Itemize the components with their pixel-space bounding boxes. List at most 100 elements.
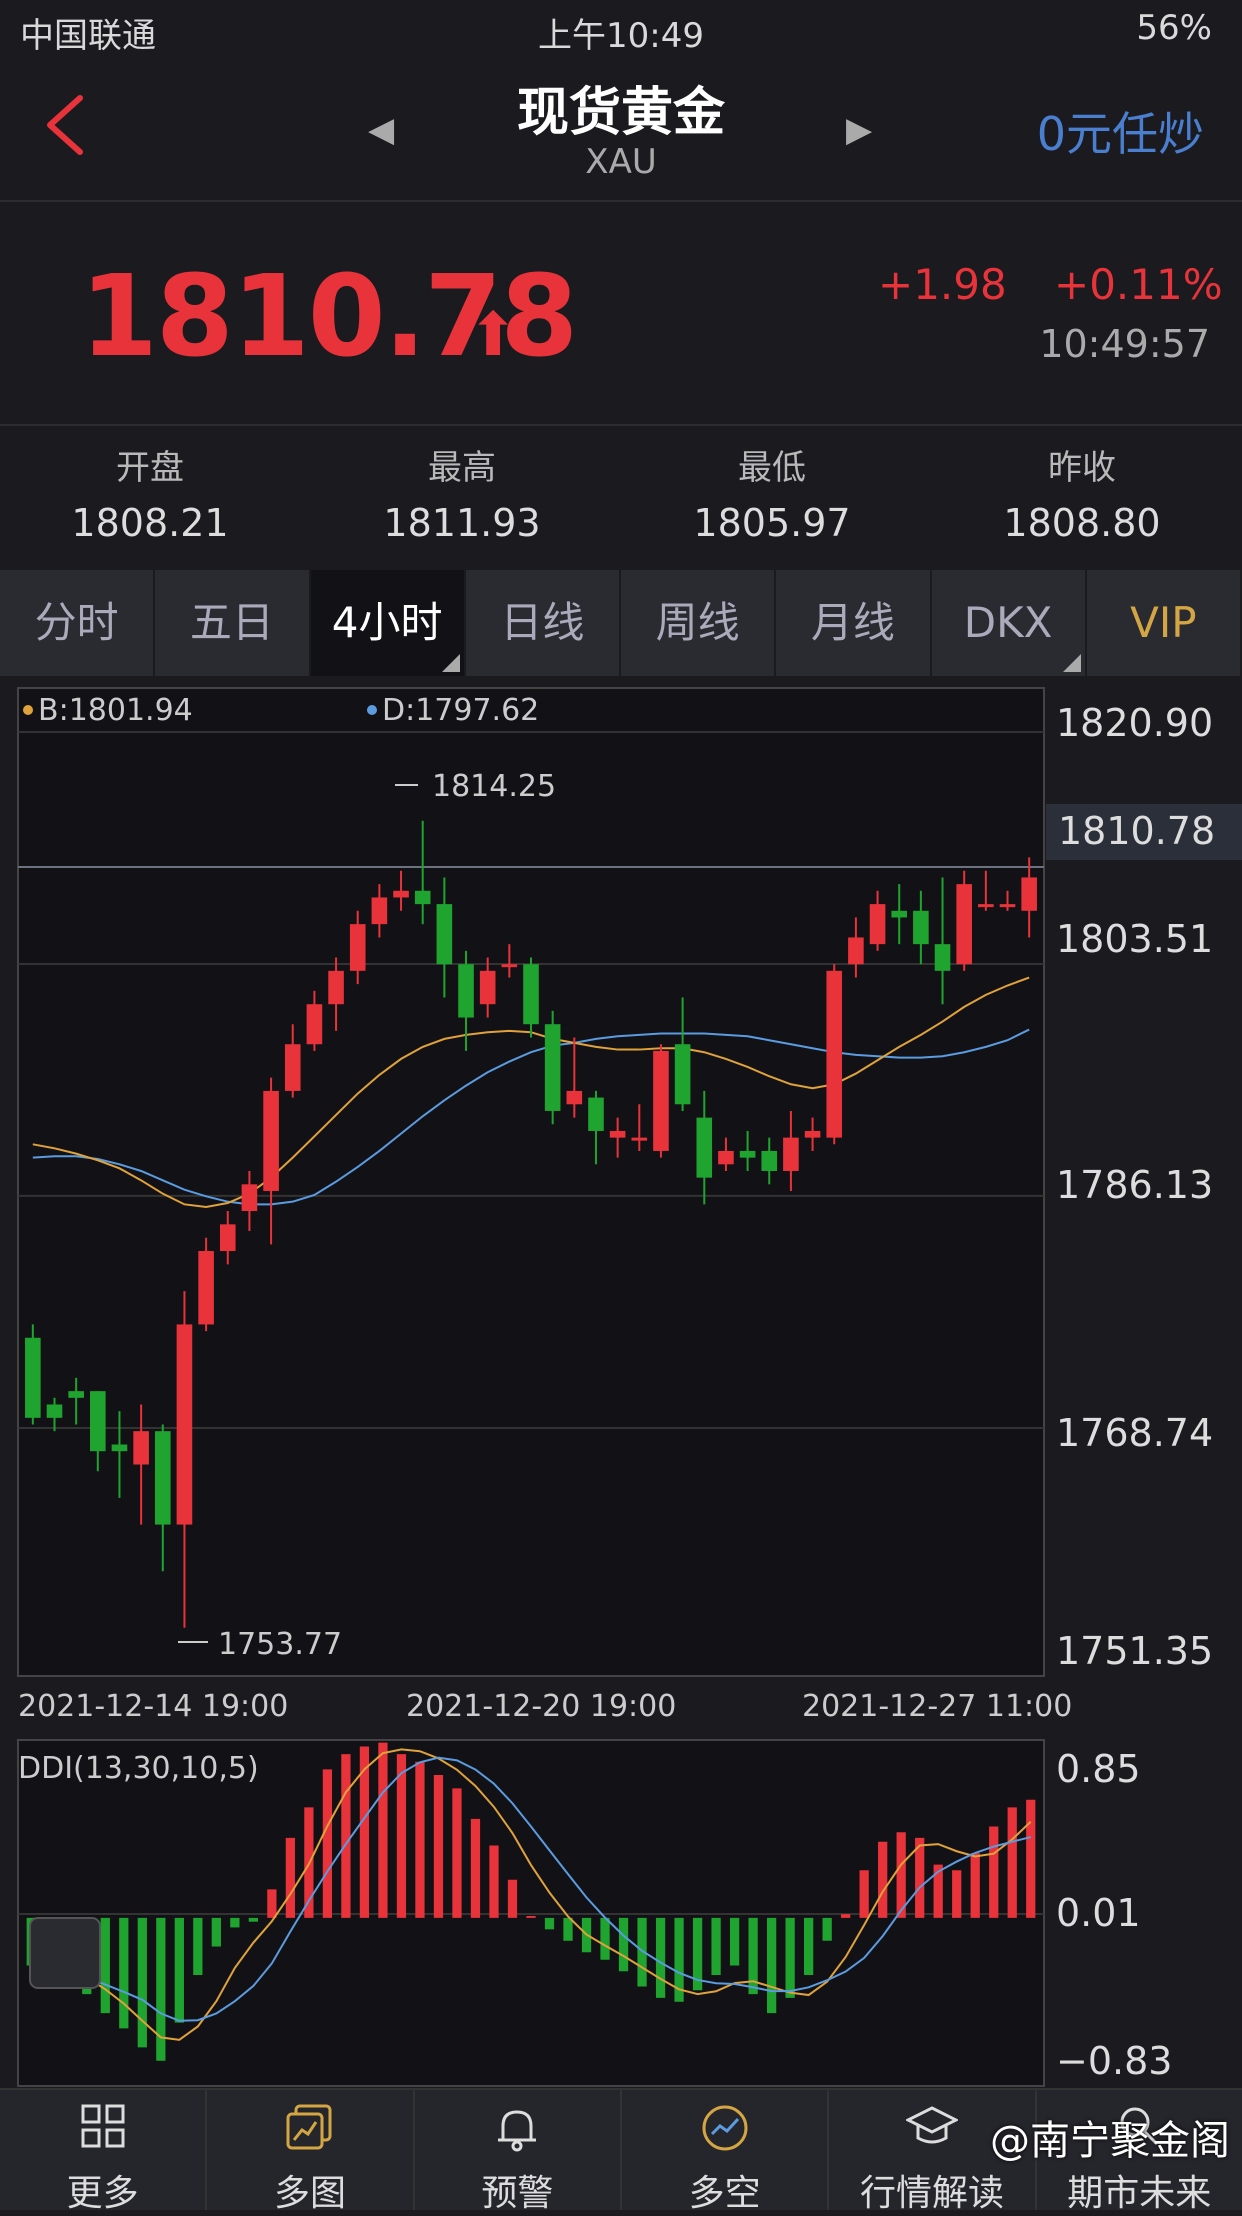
stat-high: 最高 1811.93	[312, 440, 612, 545]
dropdown-corner-icon	[441, 654, 460, 672]
candles	[25, 820, 1037, 1628]
candle-body	[718, 1150, 734, 1165]
candle-body	[46, 1404, 63, 1418]
candle-body	[956, 884, 972, 965]
y-tick: 1820.90	[1056, 701, 1213, 745]
candle-body	[544, 1024, 561, 1111]
stat-label: 昨收	[1048, 448, 1116, 488]
y-tick: 1803.51	[1056, 917, 1213, 961]
stat-value: 1805.97	[693, 501, 851, 545]
candle-body	[869, 904, 886, 945]
y-tick: 1768.74	[1056, 1411, 1213, 1455]
prev-symbol-icon[interactable]: ◀	[368, 110, 395, 150]
x-tick: 2021-12-20 19:00	[406, 1689, 676, 1720]
min-label: 1753.77	[218, 1627, 342, 1662]
candle-body	[479, 970, 496, 1005]
stat-value: 1811.93	[383, 501, 541, 545]
nav-label: 行情解读	[859, 2173, 1004, 2214]
multi-chart-icon	[207, 2104, 412, 2160]
nav-alert[interactable]: 预警	[415, 2090, 622, 2214]
next-symbol-icon[interactable]: ▶	[846, 110, 873, 150]
tab-weekly[interactable]: 周线	[621, 570, 777, 676]
nav-label: 更多	[66, 2173, 139, 2214]
promo-link[interactable]: 0元任炒	[1036, 107, 1204, 161]
candle-body	[393, 890, 409, 898]
ddi-y-tick: 0.01	[1056, 1891, 1141, 1935]
tab-minute[interactable]: 分时	[0, 570, 156, 676]
candle-body	[284, 1044, 301, 1091]
nav-label: 预警	[481, 2173, 554, 2214]
nav-market-analysis[interactable]: 行情解读	[829, 2090, 1037, 2214]
candle-body	[371, 897, 388, 925]
candle-body	[761, 1150, 778, 1171]
ddi-y-tick: −0.83	[1056, 2039, 1172, 2083]
tab-4hour[interactable]: 4小时	[310, 570, 466, 676]
back-icon[interactable]	[40, 90, 100, 160]
nav-header: ◀ 现货黄金 XAU ▶ 0元任炒	[0, 60, 1242, 202]
tab-monthly[interactable]: 月线	[776, 570, 932, 676]
tab-vip[interactable]: VIP	[1087, 570, 1242, 676]
candle-body	[154, 1431, 171, 1525]
page-title: 现货黄金	[516, 83, 725, 143]
ma-d-line	[32, 1028, 1030, 1206]
candle-body	[674, 1044, 691, 1105]
nav-more[interactable]: 更多	[0, 2090, 208, 2214]
graduation-cap-icon	[829, 2104, 1034, 2160]
up-arrow-icon: ⬆	[468, 300, 519, 370]
legend-dot-b	[23, 705, 33, 715]
tab-label: DKX	[963, 598, 1053, 647]
status-bar: 中国联通 上午10:49 56%	[0, 0, 1242, 60]
candle-body	[241, 1184, 258, 1212]
bell-icon	[415, 2104, 620, 2160]
tab-daily[interactable]: 日线	[466, 570, 621, 676]
y-tick: 1751.35	[1056, 1629, 1213, 1673]
search-icon	[1037, 2104, 1242, 2160]
nav-long-short[interactable]: 多空	[622, 2090, 830, 2214]
candle-body	[631, 1137, 648, 1141]
candle-body	[891, 910, 908, 918]
price-change: +1.98	[878, 260, 1007, 309]
dropdown-corner-icon	[1062, 654, 1081, 672]
chart-frame	[17, 687, 1045, 1677]
y-tick: 1786.13	[1056, 1163, 1213, 1207]
legend-d: D:1797.62	[382, 693, 539, 728]
ddi-title: DDI(13,30,10,5)	[18, 1751, 259, 1786]
stat-open: 开盘 1808.21	[0, 440, 300, 545]
candle-body	[133, 1431, 149, 1465]
screenshot-float-icon	[29, 1917, 101, 1989]
candle-body	[978, 904, 994, 908]
quote-time: 10:49:57	[1039, 322, 1210, 366]
carrier-label: 中国联通	[20, 16, 156, 56]
tab-five-day[interactable]: 五日	[155, 570, 311, 676]
x-tick: 2021-12-14 19:00	[18, 1689, 288, 1720]
candle-body	[523, 964, 539, 1025]
stat-value: 1808.21	[71, 501, 229, 545]
ddi-line-slow	[31, 1756, 1031, 2022]
trend-circle-icon	[622, 2104, 827, 2160]
last-price-tag	[1046, 804, 1242, 860]
last-price: 1810.78	[80, 252, 578, 382]
period-tabs: 分时 五日 4小时 日线 周线 月线 DKX VIP	[0, 570, 1242, 676]
ddi-lines	[31, 1748, 1032, 2041]
candlestick-chart[interactable]: B:1801.94 D:1797.62 1814.25 1753.77 1810…	[0, 680, 1242, 1720]
candle-body	[414, 890, 431, 905]
candle-body	[328, 970, 344, 1005]
legend-b: B:1801.94	[38, 693, 193, 728]
candle-body	[609, 1130, 626, 1138]
nav-future-market[interactable]: 期市未来	[1037, 2090, 1242, 2214]
stat-value: 1808.80	[1003, 501, 1161, 545]
battery-level: 56%	[1136, 8, 1212, 48]
candle-body	[25, 1337, 41, 1418]
nav-multi-chart[interactable]: 多图	[207, 2090, 415, 2214]
stat-label: 最高	[428, 448, 496, 488]
ddi-chart[interactable]: DDI(13,30,10,5) 0.85 0.01 −0.83	[0, 1738, 1242, 2088]
candle-body	[111, 1444, 128, 1452]
candle-body	[436, 904, 453, 965]
tab-dkx[interactable]: DKX	[932, 570, 1087, 676]
candle-body	[653, 1050, 669, 1151]
candle-body	[1021, 877, 1037, 911]
candle-body	[263, 1090, 279, 1191]
stat-label: 最低	[738, 448, 806, 488]
candle-body	[349, 924, 366, 971]
price-change-pct: +0.11%	[1054, 260, 1223, 309]
